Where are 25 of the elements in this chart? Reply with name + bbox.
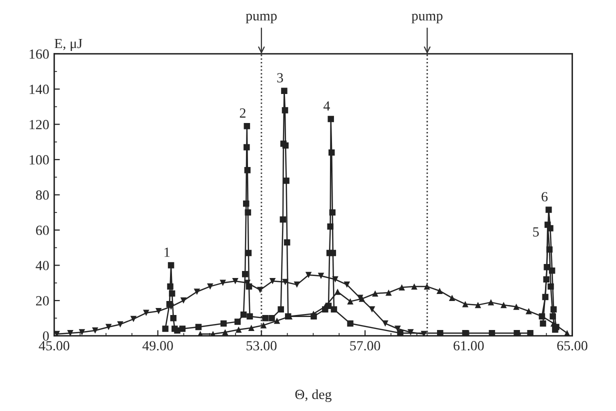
annotation: 6	[542, 192, 548, 202]
x-axis-title: Θ, deg	[295, 389, 332, 402]
annotation: 5	[533, 227, 539, 237]
annotation: 4	[323, 101, 330, 111]
y-tick-label: 60	[36, 226, 49, 236]
y-tick-label: 160	[30, 49, 49, 59]
y-tick-label: 40	[36, 260, 49, 270]
ref-line-label: pump	[412, 14, 442, 24]
x-tick-label: 57.00	[350, 341, 380, 350]
x-tick-label: 61.00	[454, 341, 484, 350]
y-axis-title: E, μJ	[54, 38, 82, 52]
y-tick-label: 140	[30, 84, 49, 94]
y-tick-label: 120	[30, 120, 49, 130]
ref-line-label: pump	[246, 14, 277, 24]
y-tick-label: 20	[36, 296, 49, 306]
annotation: 2	[240, 108, 246, 118]
y-tick-label: 0	[42, 331, 49, 341]
annotation: 3	[277, 73, 283, 82]
x-tick-label: 45.00	[38, 341, 70, 350]
annotation: 1	[164, 248, 170, 257]
x-tick-label: 49.00	[142, 341, 173, 350]
x-tick-label: 65.00	[557, 341, 588, 350]
y-tick-label: 100	[30, 155, 49, 165]
y-tick-label: 80	[36, 190, 49, 200]
x-tick-label: 53.00	[246, 341, 277, 350]
